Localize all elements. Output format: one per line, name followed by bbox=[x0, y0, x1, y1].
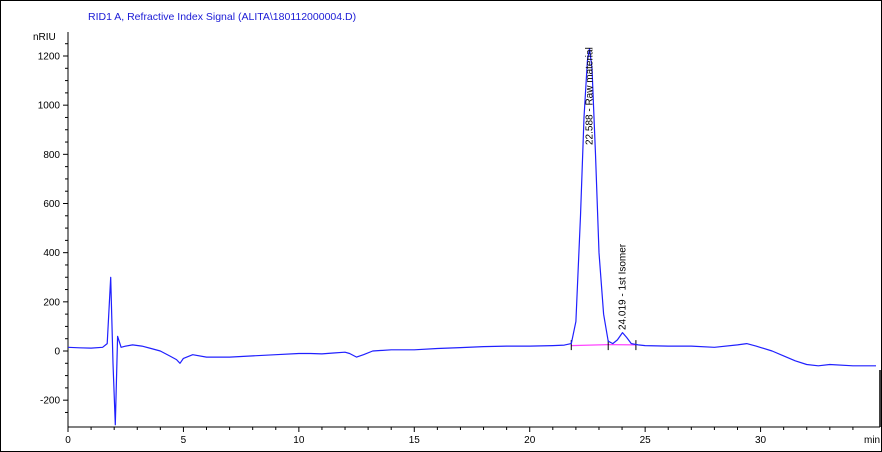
y-tick-label: -200 bbox=[40, 396, 60, 407]
integration-baselines bbox=[571, 344, 636, 347]
x-axis-ticks: 0 5 10 15 20 25 30 bbox=[65, 427, 854, 446]
y-tick-label: 200 bbox=[43, 297, 60, 308]
y-axis-unit-label: nRIU bbox=[33, 32, 56, 43]
chart-title: RID1 A, Refractive Index Signal (ALITA\1… bbox=[88, 11, 356, 23]
y-tick-label: 0 bbox=[54, 347, 60, 358]
x-tick-label: 30 bbox=[755, 435, 767, 446]
y-tick-label: 1000 bbox=[38, 101, 61, 112]
x-axis-unit-label: min bbox=[864, 435, 880, 446]
x-tick-label: 0 bbox=[65, 435, 71, 446]
peak-label: 22.588 - Raw material bbox=[584, 47, 595, 145]
peak-annotations: 22.588 - Raw material 24.019 - 1st Isomer bbox=[584, 47, 628, 330]
y-tick-label: 600 bbox=[43, 199, 60, 210]
x-tick-label: 25 bbox=[640, 435, 652, 446]
x-tick-label: 15 bbox=[409, 435, 421, 446]
baseline-segment bbox=[571, 344, 609, 347]
x-tick-label: 5 bbox=[181, 435, 187, 446]
y-axis-ticks: -200 0 200 400 600 800 1000 1200 bbox=[38, 43, 68, 413]
x-tick-label: 20 bbox=[524, 435, 536, 446]
y-tick-label: 400 bbox=[43, 248, 60, 259]
signal-traces bbox=[67, 47, 876, 426]
signal-trace bbox=[67, 47, 876, 426]
y-tick-label: 1200 bbox=[38, 52, 61, 63]
x-tick-label: 10 bbox=[293, 435, 305, 446]
peak-label: 24.019 - 1st Isomer bbox=[617, 243, 628, 330]
y-tick-label: 800 bbox=[43, 150, 60, 161]
